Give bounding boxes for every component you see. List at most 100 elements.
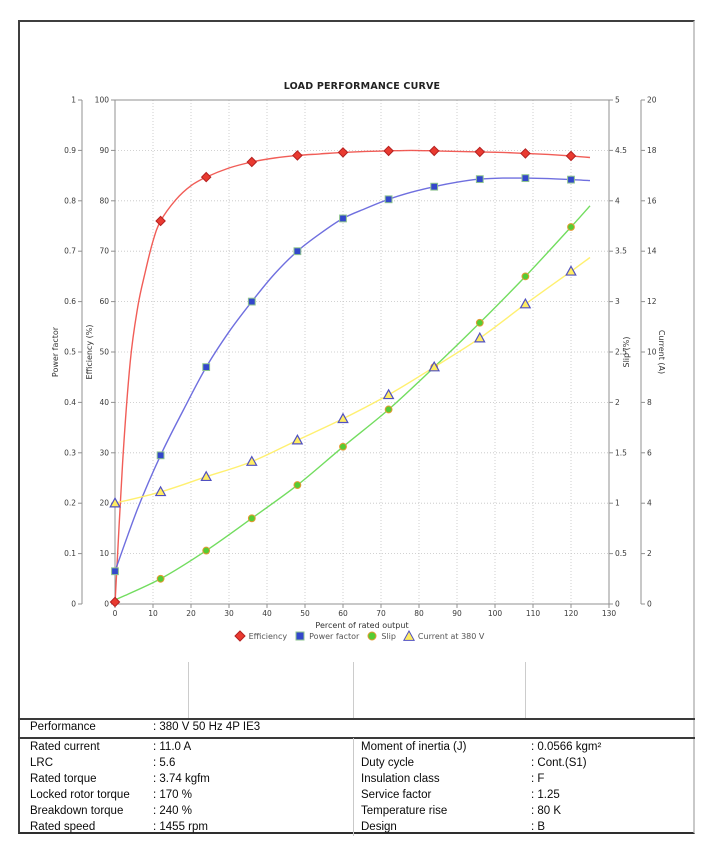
- svg-text:40: 40: [262, 609, 272, 618]
- svg-text:70: 70: [376, 609, 386, 618]
- circle-marker-icon: [367, 631, 377, 641]
- svg-text:50: 50: [99, 348, 109, 357]
- svg-text:0.8: 0.8: [64, 196, 76, 205]
- legend-label: Power factor: [309, 631, 360, 641]
- svg-text:3: 3: [615, 297, 620, 306]
- spec-label: Breakdown torque: [30, 804, 124, 817]
- svg-text:2: 2: [647, 549, 652, 558]
- spec-value: : 3.74 kgfm: [153, 772, 210, 785]
- svg-text:4.5: 4.5: [615, 146, 627, 155]
- spec-value: : 1455 rpm: [153, 820, 208, 833]
- svg-text:1.5: 1.5: [615, 448, 627, 457]
- svg-text:0.4: 0.4: [64, 398, 76, 407]
- table-rule-mid: [18, 737, 695, 739]
- spec-row: Locked rotor torque: 170 %: [30, 788, 360, 804]
- svg-text:80: 80: [99, 196, 109, 205]
- svg-text:20: 20: [647, 96, 657, 105]
- svg-text:20: 20: [99, 499, 109, 508]
- svg-text:10: 10: [647, 348, 657, 357]
- svg-text:0: 0: [71, 600, 76, 609]
- spec-value: : 5.6: [153, 756, 176, 769]
- svg-text:6: 6: [647, 448, 652, 457]
- svg-text:0: 0: [647, 600, 652, 609]
- svg-text:4: 4: [647, 499, 652, 508]
- spec-label: Rated torque: [30, 772, 97, 785]
- svg-text:16: 16: [647, 196, 657, 205]
- svg-text:0: 0: [104, 600, 109, 609]
- sheet-border: [18, 20, 695, 834]
- svg-text:LOAD PERFORMANCE CURVE: LOAD PERFORMANCE CURVE: [284, 81, 441, 92]
- spec-row: Insulation class : F: [361, 772, 691, 788]
- performance-row: Performance : 380 V 50 Hz 4P IE3: [18, 719, 695, 738]
- legend-label: Current at 380 V: [417, 631, 485, 641]
- diamond-marker-icon: [233, 630, 246, 642]
- svg-text:8: 8: [647, 398, 652, 407]
- svg-text:0.7: 0.7: [64, 247, 76, 256]
- svg-text:Slip (%): Slip (%): [622, 337, 631, 368]
- svg-text:40: 40: [99, 398, 109, 407]
- spec-value: : B: [531, 820, 546, 833]
- svg-text:18: 18: [647, 146, 657, 155]
- svg-text:Percent of rated output: Percent of rated output: [315, 621, 408, 630]
- svg-text:0: 0: [113, 609, 118, 618]
- svg-text:60: 60: [99, 297, 109, 306]
- svg-text:130: 130: [602, 609, 617, 618]
- performance-value: : 380 V 50 Hz 4P IE3: [153, 721, 261, 733]
- svg-text:0.1: 0.1: [64, 549, 76, 558]
- svg-text:10: 10: [148, 609, 158, 618]
- spec-label: Duty cycle: [361, 756, 415, 769]
- spec-row: Duty cycle : Cont.(S1): [361, 756, 691, 772]
- header-column-divider: [188, 662, 189, 719]
- spec-row: Temperature rise: 80 K: [361, 804, 691, 820]
- svg-text:Efficiency (%): Efficiency (%): [85, 325, 94, 380]
- svg-text:90: 90: [452, 609, 462, 618]
- legend-item: Efficiency: [233, 630, 287, 642]
- svg-text:0: 0: [615, 600, 620, 609]
- svg-text:10: 10: [99, 549, 109, 558]
- spec-value: : 80 K: [531, 804, 562, 817]
- table-rule-top: [18, 718, 695, 720]
- svg-text:60: 60: [338, 609, 348, 618]
- spec-label: LRC: [30, 756, 54, 769]
- header-column-divider: [353, 662, 354, 719]
- svg-text:Power factor: Power factor: [51, 326, 60, 377]
- svg-text:5: 5: [615, 96, 620, 105]
- square-marker-icon: [295, 631, 305, 641]
- svg-text:1: 1: [615, 499, 620, 508]
- performance-label: Performance: [30, 721, 96, 733]
- spec-label: Moment of inertia (J): [361, 741, 467, 753]
- spec-value: : F: [531, 772, 545, 785]
- spec-row: Rated speed : 1455 rpm: [30, 820, 360, 836]
- spec-label: Rated speed: [30, 820, 96, 833]
- legend-item: Slip: [366, 630, 396, 642]
- spec-value: : 0.0566 kgm²: [531, 741, 602, 753]
- spec-row: LRC : 5.6: [30, 756, 360, 772]
- spec-value: : 240 %: [153, 804, 192, 817]
- svg-text:0.6: 0.6: [64, 297, 76, 306]
- spec-value: : Cont.(S1): [531, 756, 587, 769]
- spec-row: Service factor: 1.25: [361, 788, 691, 804]
- spec-column-divider: [353, 738, 354, 836]
- legend-label: Slip: [381, 631, 396, 641]
- svg-text:110: 110: [526, 609, 541, 618]
- svg-text:Current (A): Current (A): [657, 330, 666, 374]
- spec-label: Rated current: [30, 741, 100, 753]
- svg-text:50: 50: [300, 609, 310, 618]
- spec-label: Locked rotor torque: [30, 788, 130, 801]
- svg-text:120: 120: [564, 609, 579, 618]
- svg-text:30: 30: [224, 609, 234, 618]
- spec-table: Rated current : 11.0 A LRC : 5.6 Rated torqu…: [18, 738, 695, 836]
- spec-row: Design : B: [361, 820, 691, 836]
- triangle-marker-icon: [402, 630, 415, 641]
- svg-text:2: 2: [615, 398, 620, 407]
- svg-text:3.5: 3.5: [615, 247, 627, 256]
- spec-label: Insulation class: [361, 772, 440, 785]
- svg-text:0.9: 0.9: [64, 146, 76, 155]
- chart-legend: Efficiency Power factor Slip Current at 380…: [0, 630, 718, 642]
- svg-text:1: 1: [71, 96, 76, 105]
- spec-label: Design: [361, 820, 397, 833]
- spec-value: : 11.0 A: [153, 741, 192, 753]
- svg-text:80: 80: [414, 609, 424, 618]
